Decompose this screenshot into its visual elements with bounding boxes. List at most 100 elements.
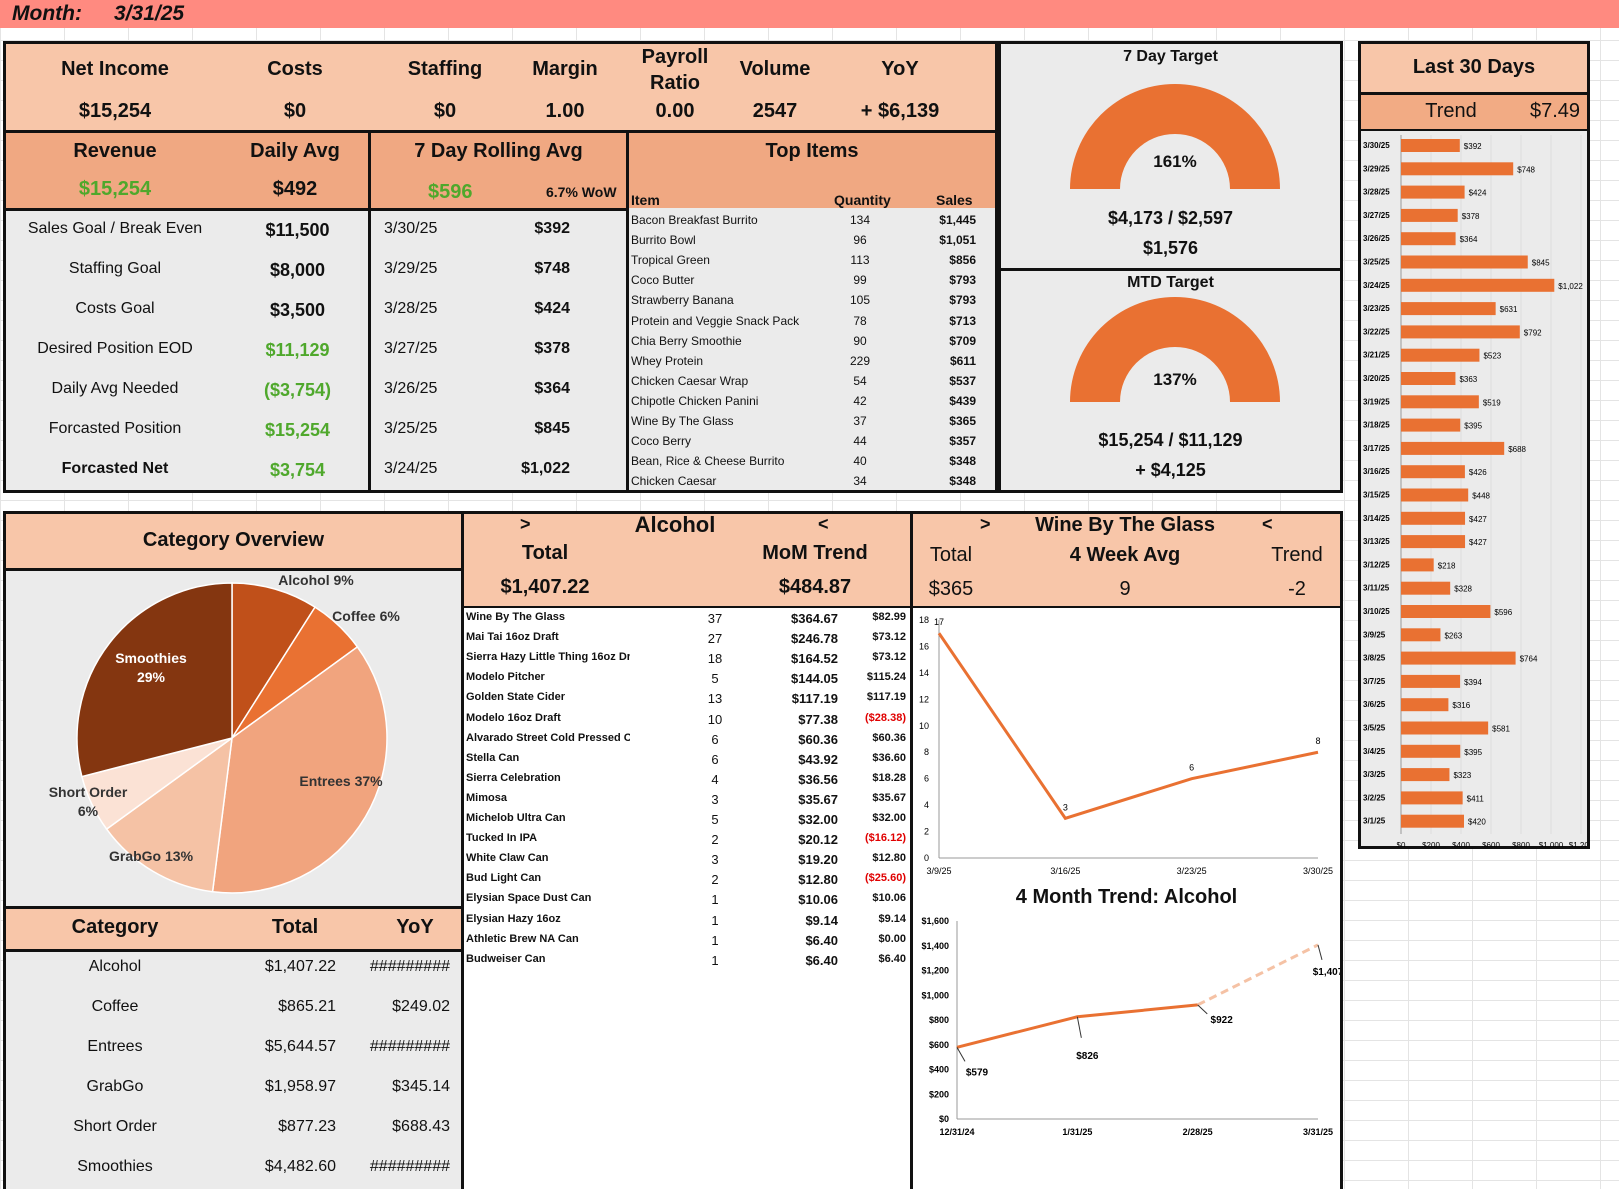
data-label: 3 xyxy=(1063,802,1068,812)
top-item-name: Bean, Rice & Cheese Burrito xyxy=(631,454,785,469)
category-label: 3/19/25 xyxy=(1363,397,1390,406)
top-item-sales: $611 xyxy=(949,353,976,368)
rolling-date: 3/29/25 xyxy=(384,260,438,277)
category-label: 3/21/25 xyxy=(1363,351,1390,360)
alcohol-row-qty: 1 xyxy=(711,952,719,968)
alcohol-mom-label: MoM Trend xyxy=(762,542,868,564)
top-item-qty: 99 xyxy=(853,273,867,288)
alcohol-row-item: Sierra Hazy Little Thing 16oz Dra xyxy=(466,651,630,664)
pie-label: Coffee 6% xyxy=(332,608,400,624)
data-label: $631 xyxy=(1500,305,1518,314)
wine-prev-button[interactable]: > xyxy=(980,514,991,534)
category-label: 3/14/25 xyxy=(1363,514,1390,523)
category-label: 3/24/25 xyxy=(1363,281,1390,290)
y-tick-label: $0 xyxy=(939,1114,949,1124)
x-tick-label: 3/31/25 xyxy=(1303,1127,1333,1137)
category-label: 3/18/25 xyxy=(1363,421,1390,430)
rolling-value: $596 xyxy=(428,181,473,203)
alcohol-trend-chart: $0 $200 $400 $600 $800 $1,000 $1,200 $1,400 $1,6… xyxy=(921,916,1340,1137)
kpi-label: YoY xyxy=(881,58,919,80)
rolling-date: 3/30/25 xyxy=(384,220,438,237)
wine-avg-value: 9 xyxy=(1119,578,1131,600)
top-item-sales: $1,445 xyxy=(939,213,976,227)
alcohol-row-item: Golden State Cider xyxy=(466,691,566,704)
alcohol-row-item: Athletic Brew NA Can xyxy=(466,932,579,945)
mtd-line1: $15,254 / $11,129 xyxy=(1098,430,1243,450)
wine-next-button[interactable]: < xyxy=(1262,514,1273,534)
alcohol-row-item: Modelo Pitcher xyxy=(466,671,545,684)
data-label: $420 xyxy=(1468,818,1486,827)
data-label: $411 xyxy=(1467,794,1485,803)
top-item-sales: $348 xyxy=(949,454,976,469)
alcohol-row-qty: 1 xyxy=(711,932,719,948)
top-item-sales: $856 xyxy=(949,253,976,268)
alcohol-row-item: Elysian Hazy 16oz xyxy=(466,912,561,925)
alcohol-row-qty: 4 xyxy=(711,771,719,787)
kpi-header xyxy=(6,44,995,130)
alcohol-row-qty: 5 xyxy=(711,671,719,687)
data-label: $826 xyxy=(1076,1051,1099,1062)
top-item-qty: 42 xyxy=(853,393,867,408)
alcohol-row-total: $77.38 xyxy=(798,711,838,727)
alcohol-row-trend: $10.06 xyxy=(872,892,906,905)
category-label: 3/27/25 xyxy=(1363,211,1390,220)
data-label: $427 xyxy=(1469,538,1487,547)
wine-total-value: $365 xyxy=(928,578,974,600)
alcohol-row-trend: $115.24 xyxy=(866,671,906,684)
category-label: 3/25/25 xyxy=(1363,258,1390,267)
alcohol-prev-button[interactable]: > xyxy=(520,514,531,534)
bar xyxy=(1401,395,1479,409)
last30-trend-label: Trend xyxy=(1425,100,1477,122)
data-label: $378 xyxy=(1462,212,1480,221)
category-label: 3/4/25 xyxy=(1363,747,1386,756)
alcohol-title: Alcohol xyxy=(634,512,716,537)
top-items-col-qty: Quantity xyxy=(834,192,891,208)
top-items-title: Top Items xyxy=(765,140,859,162)
y-tick-label: $800 xyxy=(929,1015,949,1025)
category-label: 3/23/25 xyxy=(1363,304,1390,313)
category-label: 3/13/25 xyxy=(1363,537,1390,546)
bar xyxy=(1401,302,1496,316)
y-tick-label: 8 xyxy=(924,747,929,757)
alcohol-row-item: Bud Light Can xyxy=(466,872,542,885)
bar xyxy=(1401,325,1520,339)
goal-label: Forcasted Position xyxy=(48,420,182,437)
goal-value: $15,254 xyxy=(264,420,331,440)
data-label: $392 xyxy=(1464,142,1482,151)
bar xyxy=(1401,465,1465,479)
top-item-name: Whey Protein xyxy=(631,353,704,368)
top-item-sales: $713 xyxy=(949,313,976,328)
top-item-qty: 37 xyxy=(853,414,867,428)
goal-label: Daily Avg Needed xyxy=(51,380,179,397)
alcohol-row-qty: 3 xyxy=(711,791,719,807)
month-value[interactable]: 3/31/25 xyxy=(114,2,185,25)
bar xyxy=(1401,208,1458,222)
bar xyxy=(1401,511,1466,525)
bar xyxy=(1401,605,1491,618)
category-row-total: $4,482.60 xyxy=(264,1158,336,1175)
category-label: 3/3/25 xyxy=(1363,770,1386,779)
category-col-total: Total xyxy=(271,916,319,938)
leader-line xyxy=(1317,944,1323,961)
bar xyxy=(1401,232,1456,246)
category-row-total: $1,958.97 xyxy=(264,1078,336,1095)
goal-label: Forcasted Net xyxy=(61,460,169,477)
alcohol-next-button[interactable]: < xyxy=(818,514,829,534)
last30-title: Last 30 Days xyxy=(1412,56,1536,78)
category-row-name: Smoothies xyxy=(77,1158,153,1175)
revenue-label: Revenue xyxy=(73,140,157,162)
data-label: $218 xyxy=(1438,561,1456,570)
pie-slice xyxy=(231,582,317,741)
top-item-qty: 44 xyxy=(853,434,867,449)
y-tick-label: 18 xyxy=(919,615,929,625)
category-label: 3/6/25 xyxy=(1363,700,1386,709)
data-label: $579 xyxy=(966,1067,989,1078)
top-item-sales: $537 xyxy=(949,373,976,388)
kpi-label: Margin xyxy=(532,58,598,80)
alcohol-row-qty: 6 xyxy=(711,731,719,747)
alcohol-row-qty: 13 xyxy=(707,691,723,707)
x-tick-label: $600 xyxy=(1482,841,1500,847)
x-tick-label: 3/30/25 xyxy=(1303,866,1333,876)
category-label: 3/16/25 xyxy=(1363,467,1390,476)
top-item-name: Protein and Veggie Snack Pack xyxy=(631,313,800,328)
